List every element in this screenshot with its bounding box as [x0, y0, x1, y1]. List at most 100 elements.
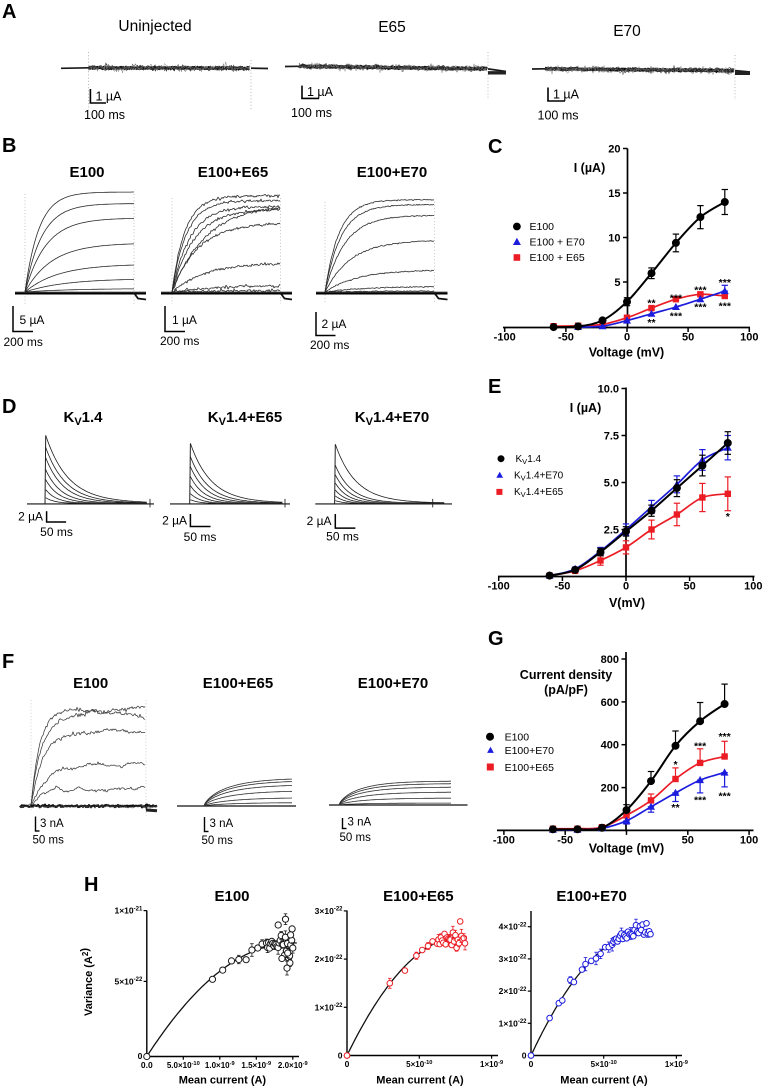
svg-text:E65: E65: [378, 19, 406, 36]
svg-text:Mean current (A): Mean current (A): [179, 1075, 267, 1087]
svg-text:10: 10: [608, 232, 620, 244]
svg-text:50 ms: 50 ms: [202, 835, 234, 847]
svg-text:100 ms: 100 ms: [84, 108, 125, 122]
svg-text:100: 100: [740, 332, 758, 344]
svg-text:Mean current (A): Mean current (A): [560, 1075, 648, 1087]
svg-text:1×10-22: 1×10-22: [315, 1002, 343, 1012]
svg-text:200: 200: [601, 783, 619, 795]
svg-text:1.5×10-9: 1.5×10-9: [241, 1061, 271, 1070]
svg-text:4×10-22: 4×10-22: [499, 922, 527, 932]
svg-text:2.0×10-9: 2.0×10-9: [278, 1061, 308, 1070]
svg-text:0: 0: [138, 1051, 143, 1061]
svg-text:E100: E100: [505, 732, 530, 744]
svg-text:KV1.4: KV1.4: [63, 409, 103, 428]
svg-text:0: 0: [623, 581, 629, 593]
svg-text:50: 50: [682, 332, 694, 344]
svg-text:Voltage (mV): Voltage (mV): [589, 346, 664, 360]
svg-text:*: *: [726, 511, 731, 523]
svg-text:50 ms: 50 ms: [184, 530, 217, 544]
svg-text:I (µA): I (µA): [570, 401, 602, 415]
svg-text:100 ms: 100 ms: [538, 109, 579, 123]
svg-text:1 µA: 1 µA: [553, 88, 580, 102]
svg-text:Mean current (A): Mean current (A): [376, 1075, 464, 1087]
svg-text:3×10-22: 3×10-22: [499, 954, 527, 964]
svg-text:5: 5: [614, 277, 620, 289]
svg-text:***: ***: [719, 277, 732, 289]
svg-text:KV1.4: KV1.4: [516, 454, 542, 466]
svg-text:100: 100: [740, 834, 758, 846]
svg-text:E: E: [488, 376, 501, 398]
svg-text:50 ms: 50 ms: [40, 525, 73, 539]
svg-text:E100+E70: E100+E70: [556, 888, 626, 905]
svg-text:E100: E100: [69, 164, 104, 181]
svg-text:E100: E100: [73, 675, 108, 692]
svg-text:A: A: [2, 1, 16, 23]
svg-text:E100+E70: E100+E70: [505, 745, 554, 757]
svg-text:KV1.4+E70: KV1.4+E70: [514, 470, 564, 482]
svg-text:**: **: [671, 802, 680, 814]
svg-text:E70: E70: [613, 23, 641, 40]
svg-text:H: H: [84, 874, 98, 896]
svg-text:1 µA: 1 µA: [96, 90, 123, 104]
svg-text:5.0: 5.0: [604, 477, 619, 489]
svg-text:*: *: [673, 759, 678, 771]
svg-text:***: ***: [670, 292, 683, 304]
svg-text:2.5: 2.5: [604, 524, 619, 536]
svg-text:V(mV): V(mV): [609, 596, 645, 610]
svg-text:0: 0: [345, 1059, 350, 1069]
svg-text:0.0: 0.0: [141, 1060, 153, 1070]
svg-text:-100: -100: [493, 834, 515, 846]
svg-text:20: 20: [608, 143, 620, 155]
svg-text:50 ms: 50 ms: [340, 832, 372, 844]
svg-text:Current density: Current density: [520, 668, 612, 682]
svg-text:***: ***: [694, 794, 707, 806]
svg-text:100: 100: [744, 581, 762, 593]
svg-text:E100: E100: [214, 888, 249, 905]
svg-text:***: ***: [694, 741, 707, 753]
svg-text:E100+E65: E100+E65: [203, 675, 273, 692]
svg-text:B: B: [2, 135, 16, 157]
svg-text:Voltage (mV): Voltage (mV): [589, 842, 664, 856]
svg-text:2×10-22: 2×10-22: [315, 954, 343, 964]
svg-text:0: 0: [529, 1059, 534, 1069]
svg-text:3 nA: 3 nA: [210, 818, 234, 830]
svg-text:0: 0: [338, 1051, 343, 1061]
svg-text:E100+E70: E100+E70: [358, 675, 428, 692]
svg-text:E100 + E65: E100 + E65: [530, 252, 585, 264]
svg-text:3×10-22: 3×10-22: [315, 906, 343, 916]
svg-text:G: G: [488, 628, 504, 650]
svg-text:3 nA: 3 nA: [40, 818, 64, 830]
svg-text:100 ms: 100 ms: [291, 106, 332, 120]
svg-text:200 ms: 200 ms: [160, 334, 199, 348]
svg-text:KV1.4+E65: KV1.4+E65: [208, 409, 283, 428]
svg-text:50 ms: 50 ms: [326, 530, 359, 544]
svg-text:200 ms: 200 ms: [4, 335, 43, 349]
svg-text:50: 50: [683, 581, 695, 593]
svg-text:50: 50: [682, 834, 694, 846]
svg-text:Uninjected: Uninjected: [118, 18, 191, 35]
svg-text:-100: -100: [494, 332, 516, 344]
svg-text:5.0×10-10: 5.0×10-10: [167, 1061, 200, 1070]
svg-text:1×10-9: 1×10-9: [665, 1060, 688, 1069]
svg-text:C: C: [488, 136, 502, 158]
svg-text:(pA/pF): (pA/pF): [544, 683, 588, 697]
svg-text:-50: -50: [554, 581, 570, 593]
svg-text:E100+E65: E100+E65: [198, 164, 268, 181]
svg-text:D: D: [2, 396, 16, 418]
svg-text:50 ms: 50 ms: [33, 835, 65, 847]
svg-text:0: 0: [624, 332, 630, 344]
svg-text:5×10-10: 5×10-10: [591, 1060, 617, 1069]
svg-text:E100+E65: E100+E65: [383, 888, 453, 905]
svg-text:400: 400: [601, 740, 619, 752]
svg-text:1×10-9: 1×10-9: [480, 1060, 503, 1069]
svg-text:E100+E65: E100+E65: [505, 762, 554, 774]
svg-text:1×10-22: 1×10-22: [499, 1018, 527, 1028]
svg-text:5×10-10: 5×10-10: [406, 1060, 432, 1069]
svg-text:2×10-22: 2×10-22: [499, 986, 527, 996]
svg-text:KV1.4+E70: KV1.4+E70: [355, 409, 430, 428]
svg-text:600: 600: [601, 697, 619, 709]
svg-text:0: 0: [522, 1051, 527, 1061]
svg-text:1.0×10-9: 1.0×10-9: [205, 1061, 235, 1070]
svg-text:***: ***: [718, 790, 731, 802]
svg-text:***: ***: [670, 310, 683, 322]
